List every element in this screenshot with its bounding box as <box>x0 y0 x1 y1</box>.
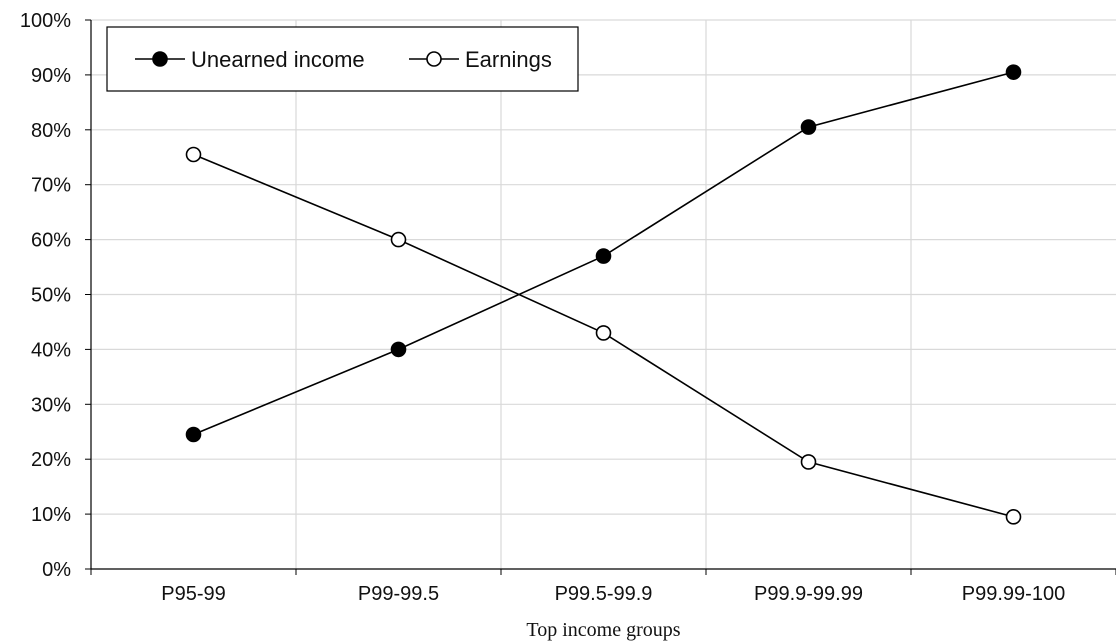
series <box>185 64 1022 525</box>
y-tick-label: 30% <box>31 394 71 416</box>
legend-marker <box>152 51 168 67</box>
y-tick-label: 40% <box>31 339 71 361</box>
x-axis-title: Top income groups <box>526 619 680 641</box>
data-point <box>800 454 817 470</box>
y-tick-label: 70% <box>31 175 71 197</box>
data-point <box>1005 509 1022 525</box>
x-tick-label: P99.99-100 <box>962 583 1065 605</box>
data-point <box>800 119 817 135</box>
y-tick-label: 20% <box>31 449 71 471</box>
y-tick-label: 60% <box>31 230 71 252</box>
x-tick-label: P99.9-99.99 <box>754 583 863 605</box>
axes: 0% 10% 20% 30% 40% 50% 60% 70% 80% 90% 100% P95-99 P… <box>20 10 1116 605</box>
y-tick-label: 0% <box>42 559 71 581</box>
y-tick-label: 50% <box>31 285 71 307</box>
y-tick-label: 90% <box>31 65 71 87</box>
series-unearned-income <box>185 64 1022 443</box>
legend-label: Earnings <box>465 47 552 72</box>
legend-item: Unearned income <box>135 47 365 72</box>
legend-marker <box>426 51 442 67</box>
y-tick-label: 100% <box>20 10 71 32</box>
data-point <box>390 231 407 248</box>
series-earnings <box>185 146 1022 525</box>
x-tick-label: P99-99.5 <box>358 583 439 605</box>
data-point <box>185 426 202 443</box>
y-tick-label: 80% <box>31 120 71 142</box>
legend: Unearned income Earnings <box>106 26 579 92</box>
legend-box <box>106 26 579 92</box>
y-tick-label: 10% <box>31 504 71 526</box>
data-point <box>1005 64 1022 80</box>
legend-item: Earnings <box>409 47 552 72</box>
data-point <box>390 341 407 358</box>
legend-label: Unearned income <box>191 47 365 72</box>
data-point <box>185 146 202 163</box>
x-tick-label: P95-99 <box>161 583 226 605</box>
grid <box>91 19 1116 569</box>
data-point <box>595 248 612 264</box>
data-point <box>595 325 612 341</box>
x-tick-label: P99.5-99.9 <box>555 583 653 605</box>
